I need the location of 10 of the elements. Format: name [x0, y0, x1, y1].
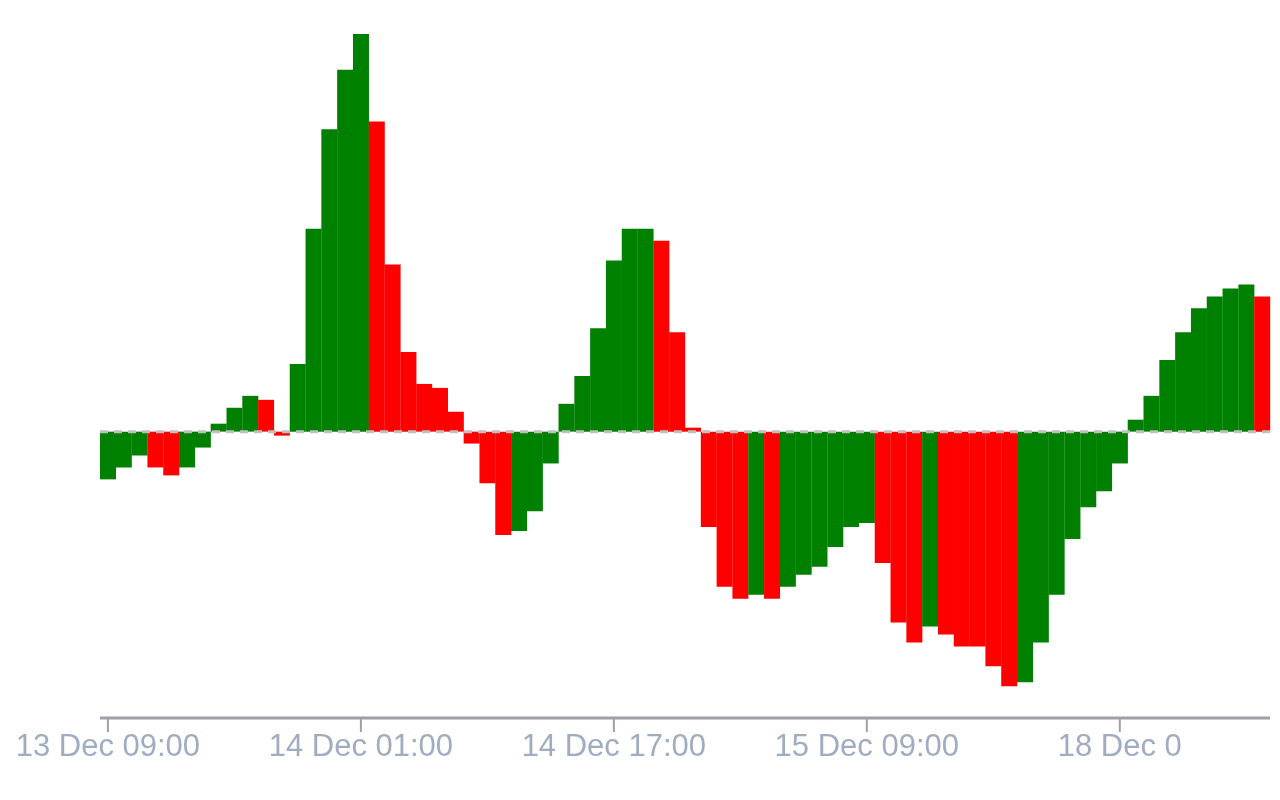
- bar: [764, 431, 781, 599]
- x-tick-label: 13 Dec 09:00: [15, 728, 201, 764]
- bar: [258, 399, 275, 432]
- x-tick-label: 14 Dec 17:00: [521, 728, 707, 764]
- bar: [1254, 296, 1271, 432]
- x-tick-label: 15 Dec 09:00: [774, 728, 960, 764]
- bar: [922, 431, 939, 627]
- x-tick-label: 14 Dec 01:00: [268, 728, 454, 764]
- x-tick-label: 18 Dec 0: [1057, 728, 1182, 764]
- bar: [748, 431, 765, 595]
